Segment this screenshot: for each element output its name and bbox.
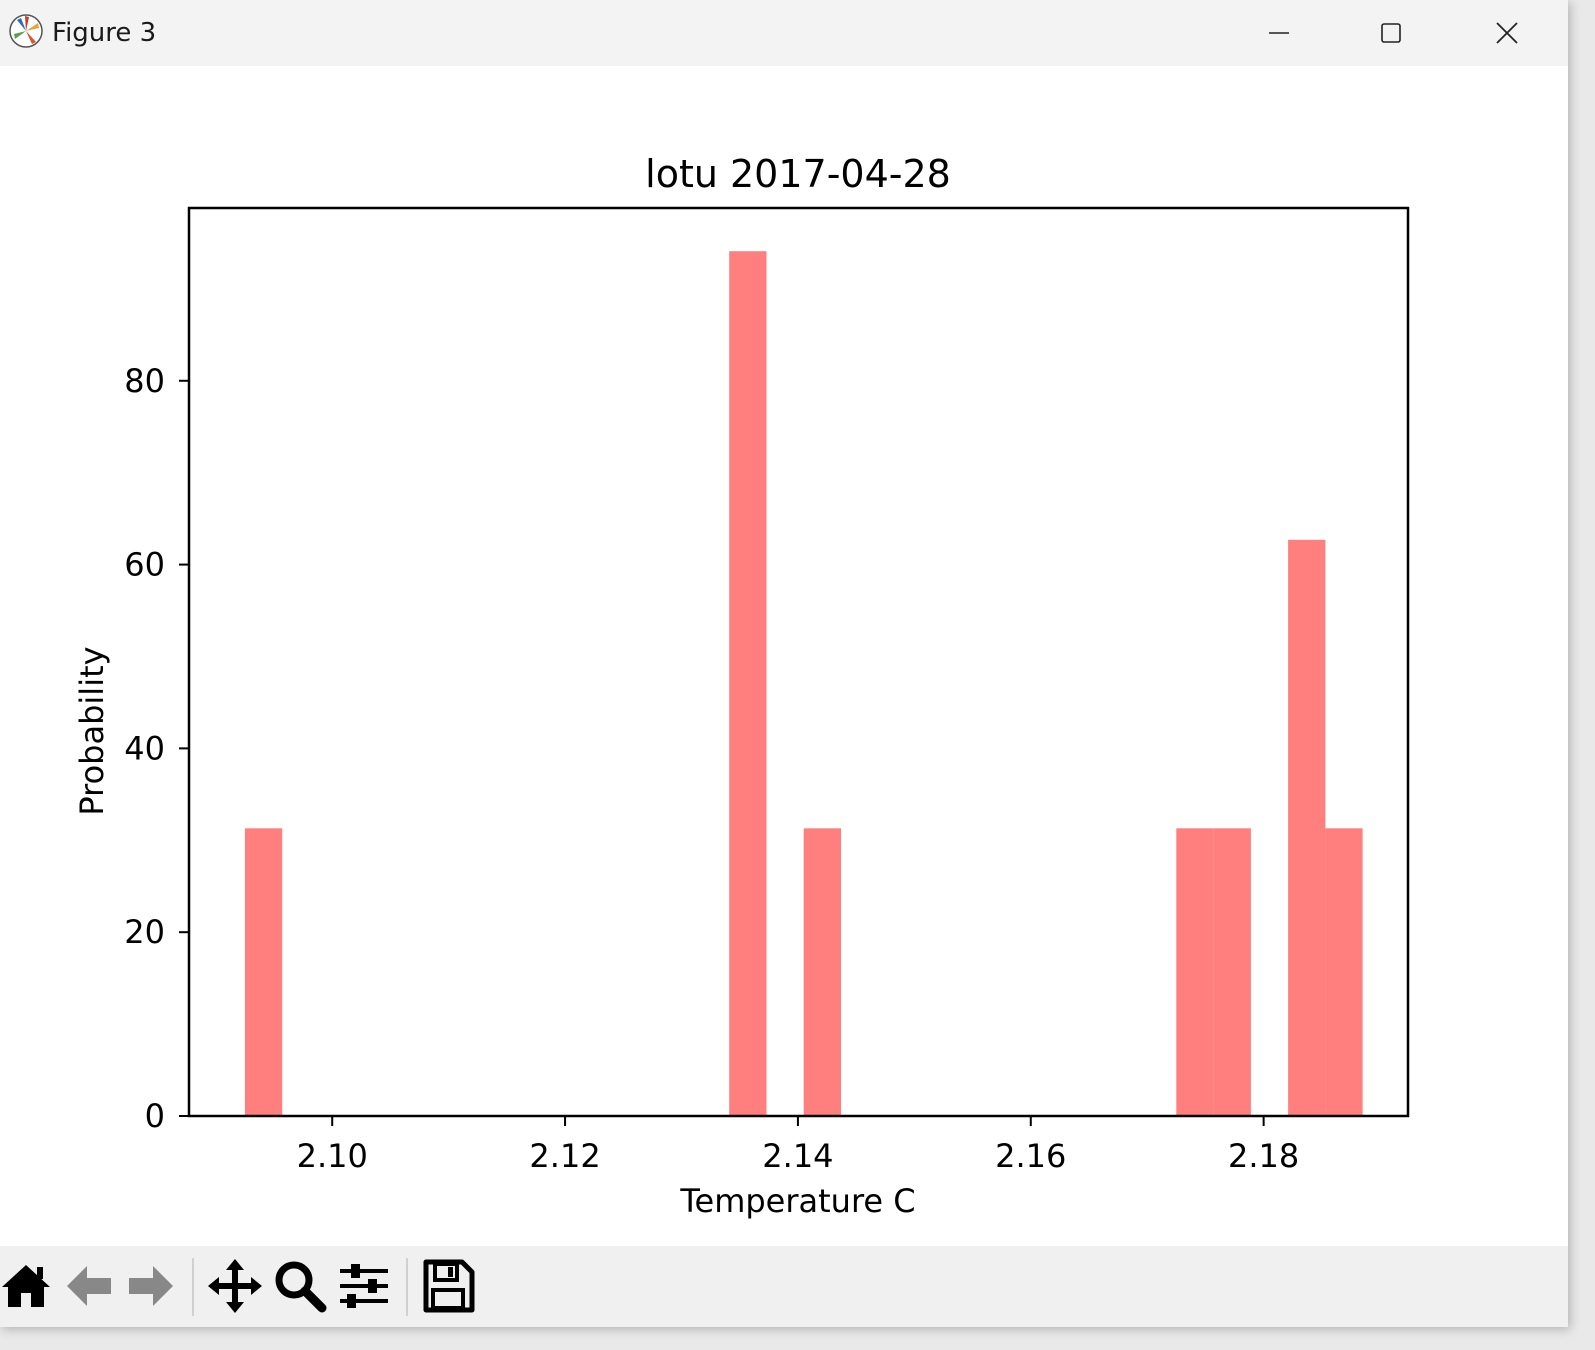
close-icon: [1496, 22, 1518, 44]
maximize-icon: [1381, 23, 1401, 43]
matplotlib-icon: [9, 14, 43, 48]
y-tick-label: 20: [124, 913, 165, 951]
toolbar-separator: [192, 1258, 194, 1316]
back-icon: [67, 1266, 111, 1306]
back-button[interactable]: [60, 1256, 120, 1316]
y-axis-label: Probability: [73, 646, 111, 815]
axes-frame: [187, 206, 1410, 1118]
histogram-bar: [803, 828, 841, 1116]
x-tick-label: 2.16: [995, 1137, 1066, 1175]
x-axis-label: Temperature C: [679, 1182, 915, 1220]
y-tick-label: 0: [145, 1097, 165, 1135]
chart-title: lotu 2017-04-28: [645, 152, 951, 196]
forward-button[interactable]: [120, 1256, 180, 1316]
toolbar-separator: [406, 1258, 408, 1316]
home-button[interactable]: [0, 1256, 56, 1316]
forward-icon: [129, 1266, 173, 1306]
zoom-button[interactable]: [270, 1256, 330, 1316]
pan-button[interactable]: [205, 1256, 265, 1316]
y-tick-label: 60: [124, 546, 165, 584]
figure-canvas[interactable]: lotu 2017-04-28 0 20 40 60 80 2.10 2.12 2.14 2.…: [0, 66, 1568, 1246]
save-button[interactable]: [418, 1256, 478, 1316]
home-icon: [2, 1265, 50, 1307]
x-tick-label: 2.14: [762, 1137, 833, 1175]
histogram-bar: [244, 828, 283, 1116]
save-icon: [423, 1259, 475, 1313]
title-bar[interactable]: Figure 3: [0, 0, 1568, 66]
close-button[interactable]: [1452, 0, 1562, 66]
histogram-bar: [1325, 828, 1363, 1116]
navigation-toolbar: [0, 1246, 1568, 1327]
y-tick-label: 40: [124, 729, 165, 767]
pan-icon: [208, 1259, 262, 1313]
x-tick-label: 2.12: [529, 1137, 600, 1175]
y-tick-label: 80: [124, 362, 165, 400]
configure-subplots-button[interactable]: [334, 1256, 394, 1316]
x-tick-label: 2.10: [297, 1137, 368, 1175]
figure-window: Figure 3 lotu 2017-04-28 0 20 40 60 80 2.10 2…: [0, 0, 1568, 1327]
histogram-bar: [729, 251, 767, 1116]
minimize-button[interactable]: [1224, 0, 1334, 66]
zoom-icon: [275, 1261, 327, 1313]
minimize-icon: [1269, 32, 1289, 34]
x-tick-label: 2.18: [1228, 1137, 1299, 1175]
histogram-chart: lotu 2017-04-28 0 20 40 60 80 2.10 2.12 2.14 2.…: [73, 152, 1410, 1220]
histogram-bar: [1213, 828, 1251, 1116]
maximize-button[interactable]: [1336, 0, 1446, 66]
histogram-bar: [1176, 828, 1214, 1116]
configure-subplots-icon: [340, 1264, 388, 1308]
window-title: Figure 3: [52, 18, 157, 48]
histogram-bar: [1288, 539, 1326, 1116]
